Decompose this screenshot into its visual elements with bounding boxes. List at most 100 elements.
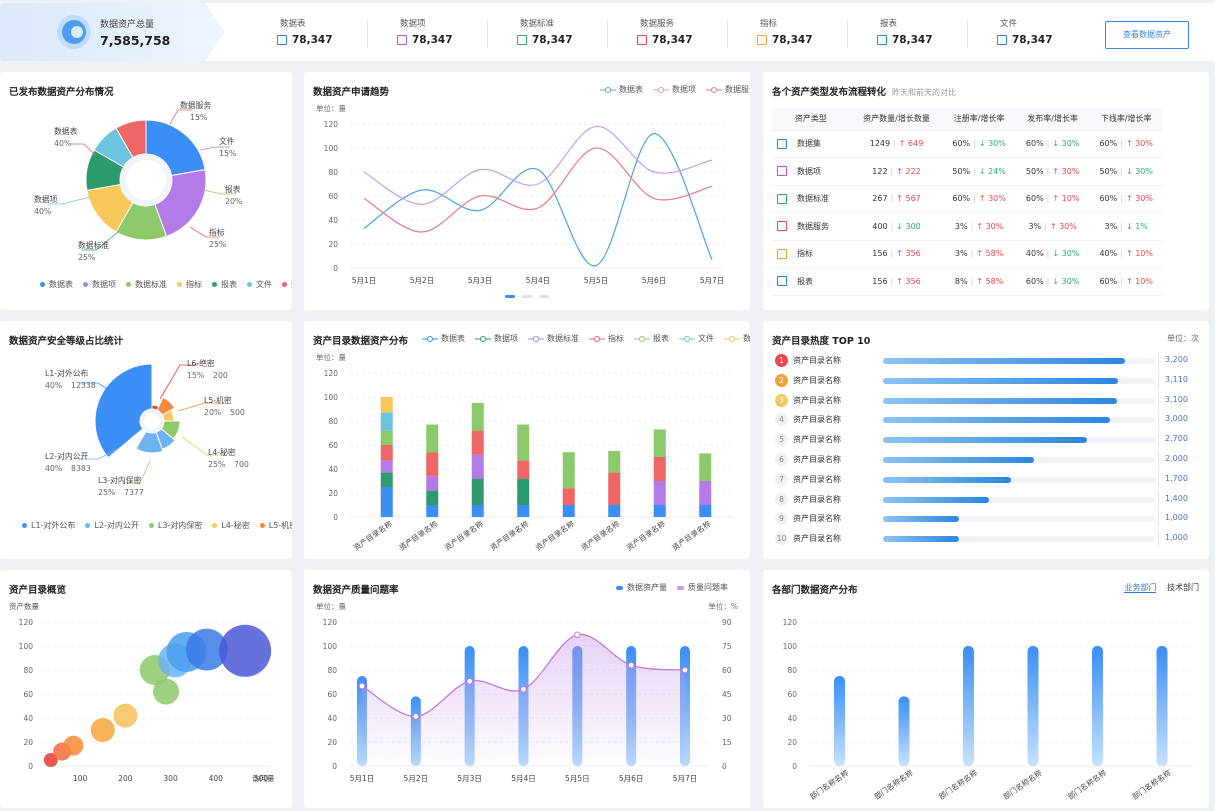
tab-tech-dept[interactable]: 技术部门 [1167,583,1199,592]
legend-item[interactable]: 报表 [212,278,237,292]
stacked-bar-segment[interactable] [471,403,484,431]
stacked-bar-segment[interactable] [517,505,530,517]
pager-dot[interactable] [539,295,549,298]
series-line[interactable] [363,132,713,267]
legend-item[interactable]: 数据标准 [528,333,579,344]
legend-item[interactable]: L1-对外公布 [22,518,75,533]
stacked-bar-segment[interactable] [608,472,621,505]
stacked-bar-segment[interactable] [653,481,666,505]
rate-point[interactable] [574,631,581,639]
rate-point[interactable] [627,661,635,669]
rate-point[interactable] [412,713,420,720]
stacked-bar-segment[interactable] [380,430,393,445]
bubble[interactable] [219,624,272,677]
pager-dot-active[interactable] [505,295,515,298]
bubble[interactable] [153,678,180,705]
bubble[interactable] [90,718,115,742]
dept-bar[interactable] [1156,646,1168,766]
ranking-row[interactable]: 1 资产目录名称 3,200 [775,352,1205,370]
stacked-bar-segment[interactable] [471,478,484,505]
stacked-bar-segment[interactable] [699,453,712,481]
series-line[interactable] [363,125,713,206]
legend-item[interactable]: 数据项 [653,84,696,95]
legend-item[interactable]: L4-秘密 [212,518,250,533]
rate-point[interactable] [466,677,473,685]
legend-item[interactable]: 数据服务 [706,84,750,95]
legend-item[interactable]: L3-对内保密 [148,518,202,533]
pager-dot[interactable] [522,295,532,298]
stacked-bar-segment[interactable] [608,505,621,517]
legend-item[interactable]: 数据服务 [282,278,292,292]
table-row[interactable]: 数据标准 267 | ↑ 567 60% | ↑ 30% 60% | ↑ 10% 60% | ↑ 30% [771,185,1163,213]
stacked-bar-segment[interactable] [426,490,439,505]
stacked-bar-segment[interactable] [562,488,575,505]
stacked-bar-segment[interactable] [562,452,575,489]
table-row[interactable]: 数据项 122 | ↑ 222 50% | ↓ 24% 50% | ↑ 30% 50% | ↓ 30% [771,157,1163,186]
stacked-bar-segment[interactable] [653,457,666,481]
stacked-bar-segment[interactable] [380,472,393,487]
stacked-bar-segment[interactable] [426,452,439,477]
stacked-bar-segment[interactable] [471,454,484,479]
table-row[interactable]: 数据服务 400 | ↓ 300 3% | ↑ 30% 3% | ↑ 30% 3% | ↓ 1% [771,212,1163,241]
legend-item[interactable]: 数据表 [40,278,73,292]
stacked-bar-segment[interactable] [380,487,393,517]
stacked-bar-segment[interactable] [517,460,530,479]
stacked-bar-segment[interactable] [380,412,393,431]
legend-item[interactable]: 报表 [634,333,669,344]
rate-point[interactable] [358,682,366,690]
ranking-row[interactable]: 9 资产目录名称 1,000 [775,510,1205,528]
legend-item[interactable]: L2-对内公开 [85,518,139,533]
bubble[interactable] [185,628,228,671]
series-line[interactable] [363,147,713,233]
legend-item[interactable]: 数据标准 [126,278,167,292]
ranking-row[interactable]: 5 资产目录名称 2,700 [775,431,1205,449]
dept-bar[interactable] [963,646,974,766]
ranking-row[interactable]: 6 资产目录名称 2,000 [775,451,1205,469]
ranking-row[interactable]: 4 资产目录名称 3,000 [775,411,1205,429]
stacked-bar-segment[interactable] [653,505,666,517]
stacked-bar-segment[interactable] [699,481,712,505]
legend-item[interactable]: 数据项 [83,278,116,292]
legend-item[interactable]: 文件 [679,333,714,344]
table-row[interactable]: 指标 156 | ↑ 356 3% | ↑ 58% 40% | ↓ 30% 40% | ↑ 10% [771,240,1163,268]
stacked-bar-segment[interactable] [426,476,439,491]
legend-item[interactable]: 数据项 [475,333,518,344]
dept-bar[interactable] [1027,646,1039,766]
ranking-row[interactable]: 3 资产目录名称 3,100 [775,391,1205,410]
rate-point[interactable] [681,666,689,674]
ranking-row[interactable]: 7 资产目录名称 1,700 [775,470,1205,489]
stacked-bar-segment[interactable] [608,451,621,473]
rate-point[interactable] [520,685,527,693]
stacked-bar-segment[interactable] [471,430,484,455]
ranking-row[interactable]: 2 资产目录名称 3,110 [775,371,1205,390]
stacked-bar-segment[interactable] [380,397,393,413]
table-row[interactable]: 数据集 1249 | ↑ 649 60% | ↓ 30% 60% | ↓ 30% 60% | ↑ 30% [771,130,1163,158]
legend-item[interactable]: 指标 [177,278,202,292]
stacked-bar-segment[interactable] [426,424,439,453]
tab-business-dept[interactable]: 业务部门 [1124,583,1157,593]
stacked-bar-segment[interactable] [562,505,575,517]
legend-item[interactable]: 数据表 [422,333,465,344]
legend-item[interactable]: 数据表 [600,84,643,95]
legend-item[interactable]: L5-机密 [259,518,292,533]
table-row[interactable]: 报表 156 | ↑ 356 8% | ↑ 58% 60% | ↓ 30% 60% | ↑ 10% [771,267,1163,296]
stacked-bar-segment[interactable] [471,505,484,517]
stacked-bar-segment[interactable] [426,505,439,517]
stacked-bar-segment[interactable] [380,445,393,461]
legend-item[interactable]: 数据服务 [724,333,750,344]
legend-item[interactable]: 文件 [247,278,272,292]
bubble[interactable] [63,735,84,756]
ranking-row[interactable]: 8 资产目录名称 1,400 [775,490,1205,509]
legend-item[interactable]: 数据资产量 [616,582,667,593]
view-assets-button[interactable]: 查看数据资产 [1105,21,1189,49]
stacked-bar-segment[interactable] [517,478,530,505]
stacked-bar-segment[interactable] [653,429,666,457]
bubble[interactable] [43,753,58,767]
dept-bar[interactable] [898,696,910,766]
dept-bar[interactable] [1092,646,1103,766]
legend-item[interactable]: 质量问题率 [677,582,728,593]
stacked-bar-segment[interactable] [699,505,712,517]
ranking-row[interactable]: 10 资产目录名称 1,000 [775,530,1205,548]
stacked-bar-segment[interactable] [517,424,530,461]
dept-bar[interactable] [834,676,845,766]
